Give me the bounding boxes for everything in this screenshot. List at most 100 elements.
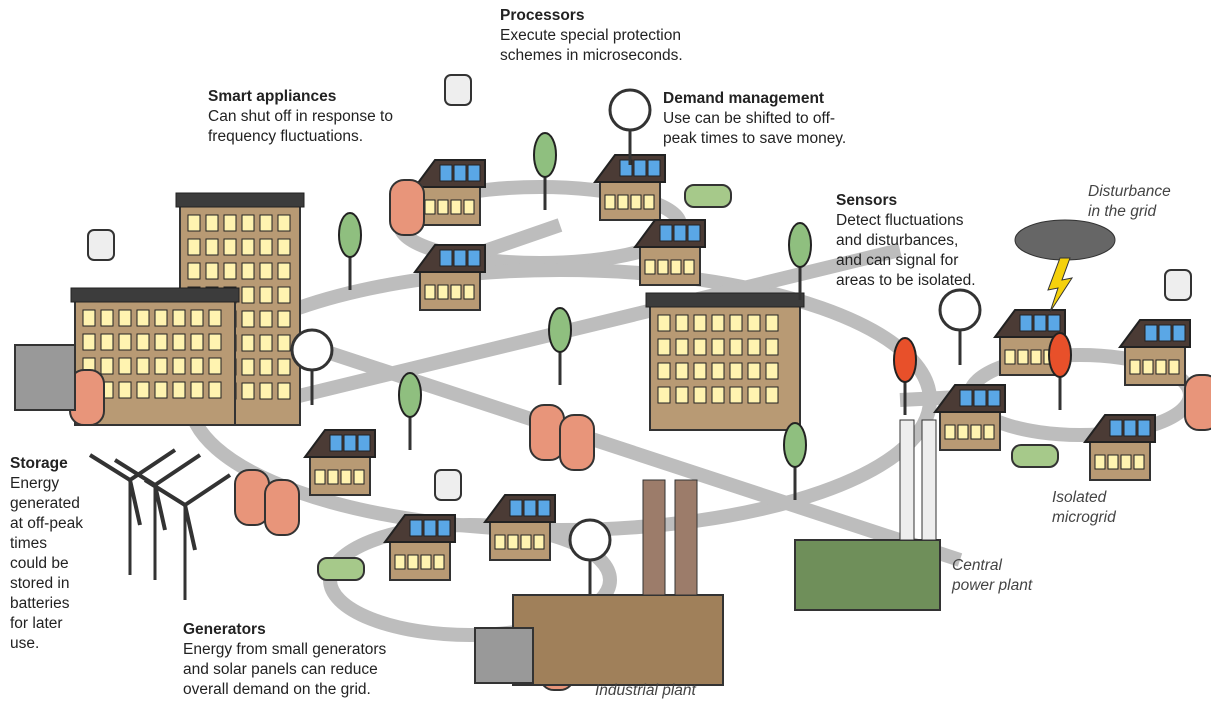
solar-panel [453,164,467,182]
callout-title: Processors [500,7,584,24]
window [1017,349,1029,365]
house [633,219,706,286]
house [383,514,456,581]
window [208,333,222,351]
window [693,386,707,404]
window [82,309,96,327]
window [136,381,150,399]
callout-text: batteries [10,595,70,612]
window [136,333,150,351]
sensor-head [1048,332,1072,378]
meter-dial [938,288,982,332]
window [154,357,168,375]
house [413,159,486,226]
window [277,334,291,352]
meter-dial [608,88,652,132]
window [1030,349,1042,365]
place-label: Isolated [1052,489,1108,506]
window [327,469,339,485]
window [394,554,406,570]
storm-cloud [1014,219,1116,261]
window [437,284,449,300]
callout-text: schemes in microseconds. [500,47,683,64]
callout-text: Energy [10,475,59,492]
place-label: in the grid [1088,203,1157,220]
window [463,284,475,300]
window [277,286,291,304]
window [957,424,969,440]
solar-panel [423,519,437,537]
window [644,259,656,275]
window [711,386,725,404]
sensor-head [398,372,422,418]
window [1142,359,1154,375]
window [450,199,462,215]
callout-text: and solar panels can reduce [183,661,378,678]
building-roof [70,287,240,303]
sensor [398,372,422,450]
solar-panel [467,249,481,267]
sensor-head [548,307,572,353]
solar-panel [1123,419,1137,437]
place-label: Disturbance [1088,183,1171,200]
solar-panel [439,249,453,267]
window [118,333,132,351]
building-roof [175,192,305,208]
solar-panel [687,224,701,242]
callout-text: and can signal for [836,252,958,269]
solar-panel [1047,314,1061,332]
window [241,214,255,232]
window [208,309,222,327]
window [729,338,743,356]
window [187,214,201,232]
window [241,238,255,256]
battery-tank [559,414,595,471]
place-label: Central [952,557,1003,574]
window [747,314,761,332]
meter [938,288,982,365]
window [118,309,132,327]
window [765,314,779,332]
window [643,194,655,210]
callout-title: Sensors [836,192,897,209]
generator [14,344,76,411]
window [711,314,725,332]
callout-text: stored in [10,575,69,592]
callout-title: Smart appliances [208,88,336,105]
solar-panel [1144,324,1158,342]
solar-panel [1172,324,1186,342]
window [765,362,779,380]
window [259,286,273,304]
window [983,424,995,440]
window [533,534,545,550]
house [413,244,486,311]
window [259,214,273,232]
window [520,534,532,550]
window [747,386,761,404]
window [747,338,761,356]
wind-turbine [88,448,177,575]
window [241,310,255,328]
smart-plug [444,74,472,106]
window [1168,359,1180,375]
callout-text: Detect fluctuations [836,212,964,229]
smart-plug [87,229,115,261]
window [208,381,222,399]
callout-text: overall demand on the grid. [183,681,371,698]
solar-panel [343,434,357,452]
window [675,386,689,404]
window [205,262,219,280]
window [1107,454,1119,470]
sensor [893,337,917,415]
callout-text: and disturbances, [836,232,958,249]
callout-text: Energy from small generators [183,641,387,658]
sensor-head [893,337,917,383]
solar-panel [1019,314,1033,332]
smart-plug [1164,269,1192,301]
window [259,358,273,376]
window [241,358,255,376]
battery-tank [529,404,565,461]
callout-text: peak times to save money. [663,130,846,147]
place-label: Industrial plant [595,682,697,699]
window [657,259,669,275]
